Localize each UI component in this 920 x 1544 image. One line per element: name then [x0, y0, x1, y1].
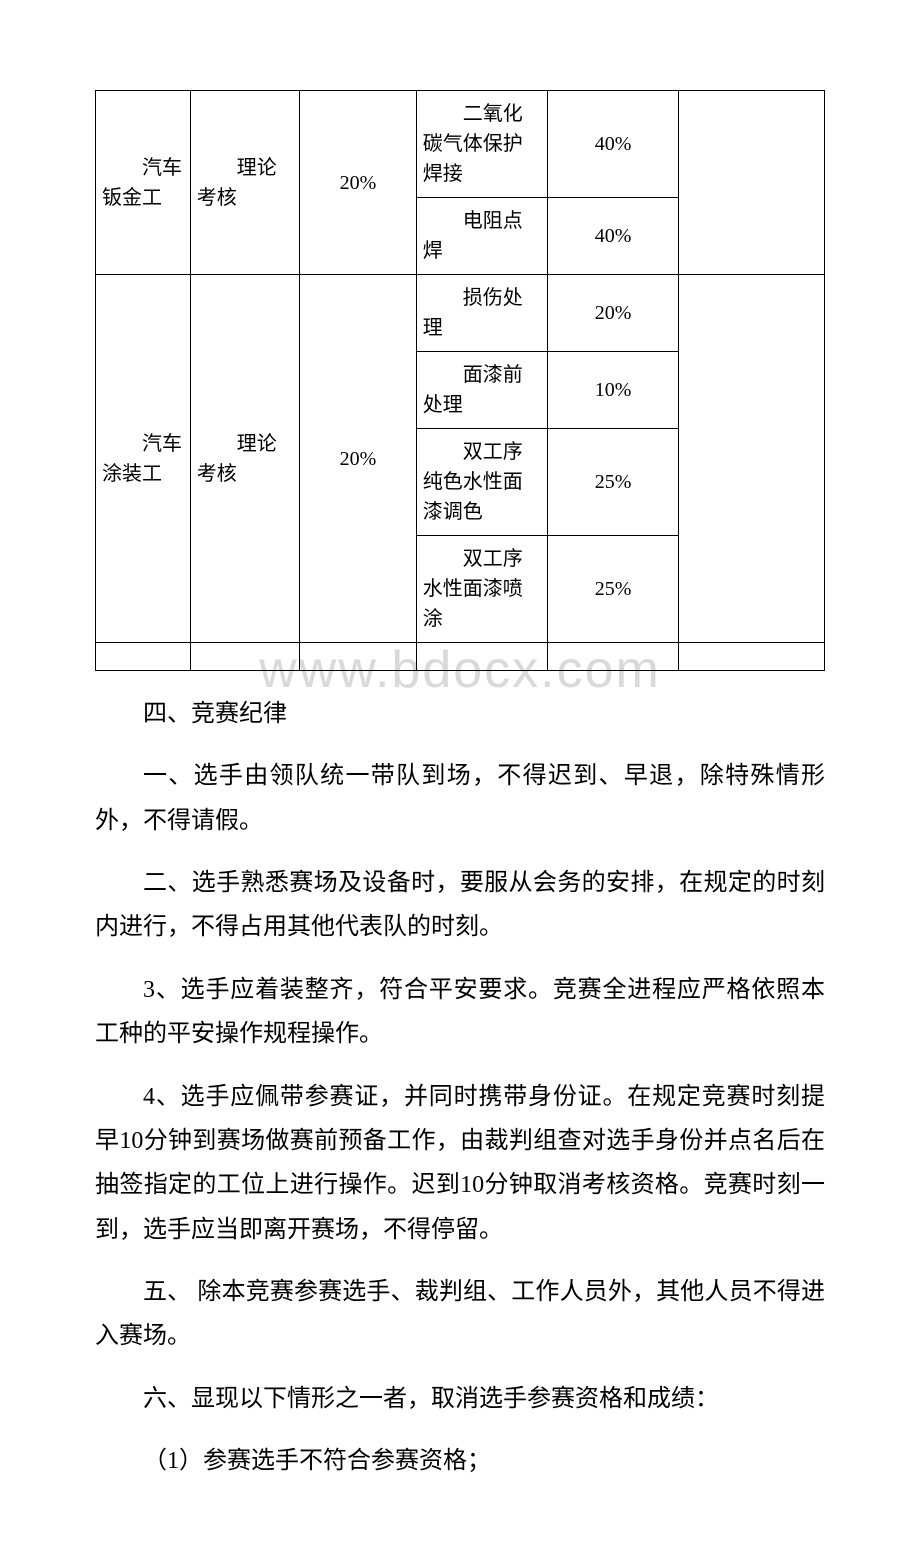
- cell-item: 双工序纯色水性面漆调色: [416, 429, 547, 536]
- cell-empty: [547, 643, 678, 671]
- paragraph: 二、选手熟悉赛场及设备时，要服从会务的安排，在规定的时刻内进行，不得占用其他代表…: [95, 861, 825, 950]
- paragraph: 一、选手由领队统一带队到场，不得迟到、早退，除特殊情形外，不得请假。: [95, 754, 825, 843]
- paragraph: （1）参赛选手不符合参赛资格；: [95, 1439, 825, 1483]
- cell-item: 双工序水性面漆喷涂: [416, 536, 547, 643]
- cell-item-percent: 20%: [547, 275, 678, 352]
- cell-exam-type: 理论考核: [190, 275, 299, 643]
- cell-item: 二氧化碳气体保护焊接: [416, 91, 547, 198]
- cell-percent: 20%: [300, 91, 417, 275]
- cell-empty: [300, 643, 417, 671]
- cell-category: 汽车钣金工: [96, 91, 191, 275]
- table-row: 汽车钣金工 理论考核 20% 二氧化碳气体保护焊接 40%: [96, 91, 825, 198]
- table-row-empty: [96, 643, 825, 671]
- table-row: 汽车涂装工 理论考核 20% 损伤处理 20%: [96, 275, 825, 352]
- cell-empty: [679, 643, 825, 671]
- cell-item-percent: 25%: [547, 429, 678, 536]
- cell-item-percent: 10%: [547, 352, 678, 429]
- cell-item: 损伤处理: [416, 275, 547, 352]
- cell-item: 电阻点焊: [416, 198, 547, 275]
- cell-exam-type: 理论考核: [190, 91, 299, 275]
- score-table: 汽车钣金工 理论考核 20% 二氧化碳气体保护焊接 40% 电阻点焊 40% 汽…: [95, 90, 825, 671]
- section-title: 四、竞赛纪律: [95, 693, 825, 736]
- cell-item-percent: 25%: [547, 536, 678, 643]
- cell-category: 汽车涂装工: [96, 275, 191, 643]
- cell-empty: [190, 643, 299, 671]
- paragraph: 五、 除本竞赛参赛选手、裁判组、工作人员外，其他人员不得进入赛场。: [95, 1270, 825, 1359]
- page-content: 汽车钣金工 理论考核 20% 二氧化碳气体保护焊接 40% 电阻点焊 40% 汽…: [0, 0, 920, 1544]
- cell-item: 面漆前处理: [416, 352, 547, 429]
- cell-blank: [679, 275, 825, 643]
- cell-blank: [679, 91, 825, 275]
- paragraph: 六、显现以下情形之一者，取消选手参赛资格和成绩：: [95, 1377, 825, 1421]
- cell-percent: 20%: [300, 275, 417, 643]
- cell-empty: [96, 643, 191, 671]
- paragraph: 4、选手应佩带参赛证，并同时携带身份证。在规定竞赛时刻提早10分钟到赛场做赛前预…: [95, 1075, 825, 1253]
- cell-empty: [416, 643, 547, 671]
- cell-item-percent: 40%: [547, 91, 678, 198]
- cell-item-percent: 40%: [547, 198, 678, 275]
- paragraph: 3、选手应着装整齐，符合平安要求。竞赛全进程应严格依照本工种的平安操作规程操作。: [95, 968, 825, 1057]
